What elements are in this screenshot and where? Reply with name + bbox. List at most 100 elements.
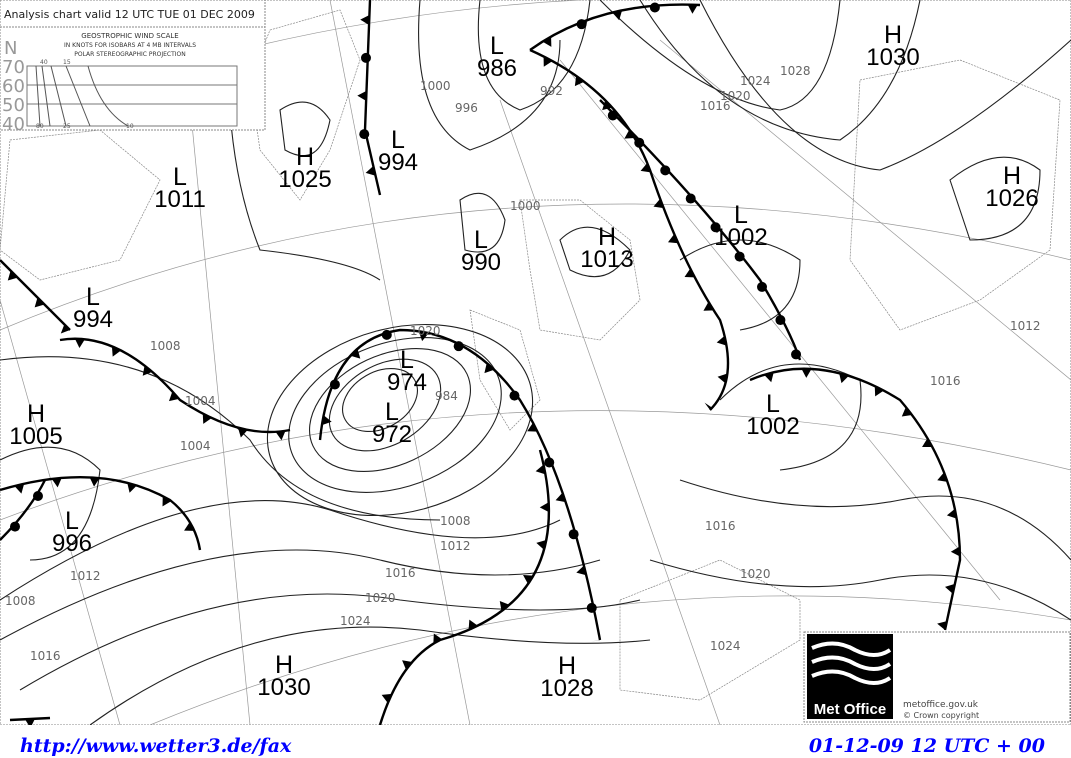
isobar-label: 1024 xyxy=(340,614,371,628)
wind-scale: GEOSTROPHIC WIND SCALE IN KNOTS FOR ISOB… xyxy=(0,26,266,135)
warm-front-semicircle xyxy=(757,281,768,292)
cold-front-triangle xyxy=(555,492,566,503)
scale-tick: 10 xyxy=(126,123,134,130)
centre-type: L xyxy=(400,346,414,374)
cold-front-triangle xyxy=(89,477,100,487)
cold-front-triangle xyxy=(704,402,713,410)
projection-label: POLAR STEREOGRAPHIC PROJECTION xyxy=(74,51,186,58)
cold-front-triangle xyxy=(74,338,85,349)
isobar-label: 1024 xyxy=(740,74,771,88)
cold-front-triangle xyxy=(7,270,18,281)
centre-pressure: 1013 xyxy=(580,246,633,273)
cold-front-triangle xyxy=(574,75,585,87)
cold-front-triangle xyxy=(111,346,121,357)
valid-time: 01-12-09 12 UTC + 00 xyxy=(808,735,1045,757)
cold-front-triangle xyxy=(612,10,623,21)
copyright-label: © Crown copyright xyxy=(903,711,979,720)
cold-front-triangle xyxy=(624,129,635,139)
isobar-label: 1016 xyxy=(700,99,731,113)
cold-front-triangle xyxy=(684,268,695,278)
wind-scale-subtitle: IN KNOTS FOR ISOBARS AT 4 MB INTERVALS xyxy=(64,42,196,49)
scale-tick: 25 xyxy=(63,123,71,130)
cold-front-triangle xyxy=(202,413,212,424)
cold-front xyxy=(59,337,291,434)
warm-front-semicircle xyxy=(32,491,43,502)
cold-front-triangle xyxy=(764,372,774,383)
chart-title: Analysis chart valid 12 UTC TUE 01 DEC 2… xyxy=(4,8,255,21)
centre-pressure: 1002 xyxy=(746,413,799,440)
isobar-label: 1000 xyxy=(420,79,451,93)
warm-front-semicircle xyxy=(775,315,786,326)
warm-front xyxy=(0,479,47,541)
weather-map: GEOSTROPHIC WIND SCALE IN KNOTS FOR ISOB… xyxy=(0,0,1071,725)
cold-front-triangle xyxy=(945,583,955,594)
cold-front xyxy=(0,475,202,551)
isobar-label: 1004 xyxy=(185,394,216,408)
cold-front-triangle xyxy=(184,522,195,531)
cold-front-triangle xyxy=(950,546,960,557)
isobar-label: 1028 xyxy=(780,64,811,78)
lat-60: 60 xyxy=(2,76,25,97)
isobar-label: 1012 xyxy=(1010,319,1041,333)
cold-front-triangle xyxy=(360,14,370,25)
isobars xyxy=(0,0,1071,725)
cold-front-triangle xyxy=(24,718,35,725)
logo-text: Met Office xyxy=(814,701,887,718)
centre-type: L xyxy=(65,507,79,535)
cold-front-triangle xyxy=(717,373,728,384)
centre-pressure: 990 xyxy=(461,249,501,276)
centre-pressure: 994 xyxy=(378,149,418,176)
cold-front-triangle xyxy=(381,693,392,704)
cold-front-triangle xyxy=(653,198,664,209)
isobar-label: 1024 xyxy=(710,639,741,653)
lat-label: N xyxy=(4,38,17,59)
warm-front-semicircle xyxy=(568,529,579,540)
centre-type: L xyxy=(391,126,405,154)
cold-front-triangle xyxy=(602,100,613,111)
centre-type: H xyxy=(296,143,314,171)
centre-pressure: 1002 xyxy=(714,224,767,251)
warm-front-semicircle xyxy=(734,251,745,262)
scale-tick: 15 xyxy=(63,59,71,66)
cold-front-triangle xyxy=(687,4,698,14)
cold-front-triangle xyxy=(365,165,376,176)
cold-front-triangle xyxy=(542,36,552,47)
isobar-label: 1020 xyxy=(740,567,771,581)
centre-type: H xyxy=(1003,162,1021,190)
centre-pressure: 1030 xyxy=(866,44,919,71)
isobar-label: 1016 xyxy=(385,566,416,580)
warm-front-semicircle xyxy=(649,2,660,13)
warm-front-semicircle xyxy=(453,341,464,352)
wind-scale-title: GEOSTROPHIC WIND SCALE xyxy=(81,32,178,40)
centre-type: L xyxy=(86,283,100,311)
cold-front-triangle xyxy=(402,660,413,670)
warm-front-semicircle xyxy=(660,165,671,176)
centre-pressure: 986 xyxy=(477,55,517,82)
warm-front-semicircle xyxy=(509,390,520,401)
cold-front-triangle xyxy=(14,483,25,494)
centre-type: H xyxy=(598,223,616,251)
centre-type: H xyxy=(884,21,902,49)
lat-70: 70 xyxy=(2,57,25,78)
centre-pressure: 994 xyxy=(73,306,113,333)
cold-front-triangle xyxy=(433,633,443,644)
warm-front-semicircle xyxy=(329,379,340,390)
cold-front xyxy=(0,259,71,331)
isobar-label: 996 xyxy=(455,101,478,115)
source-url-link[interactable]: http://www.wetter3.de/fax xyxy=(20,735,292,757)
pressure-centres: H1030L986L994H1025L1011H1026L990H1013L10… xyxy=(9,21,1038,702)
lat-40: 40 xyxy=(2,114,25,135)
isobar-label: 1004 xyxy=(180,439,211,453)
warm-front-semicircle xyxy=(576,19,587,30)
cold-front-triangle xyxy=(468,619,478,630)
centre-pressure: 996 xyxy=(52,530,92,557)
cold-front-triangle xyxy=(801,368,812,378)
